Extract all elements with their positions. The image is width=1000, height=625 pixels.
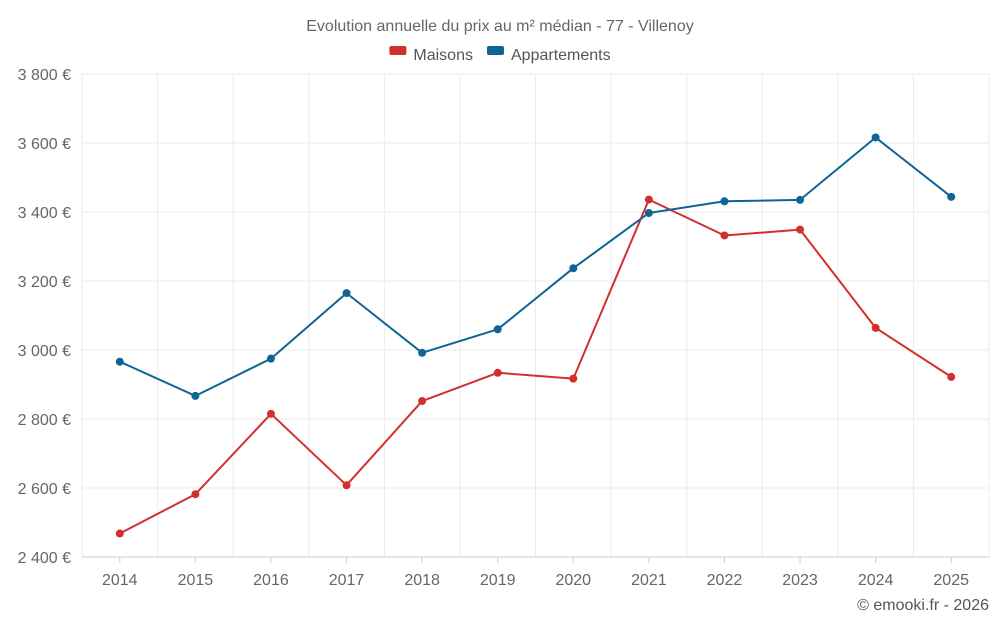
series-lines (118, 136, 953, 535)
data-point-maisons[interactable] (191, 490, 200, 499)
data-point-appartements[interactable] (266, 354, 275, 363)
x-tick-label: 2016 (253, 572, 289, 589)
y-tick-label: 3 000 € (18, 343, 71, 360)
y-tick-label: 3 600 € (18, 136, 71, 153)
y-tick-label: 3 800 € (18, 67, 71, 84)
x-tick-label: 2025 (933, 572, 969, 589)
legend-items: Maisons Appartements (389, 46, 611, 64)
credit-text: © emooki.fr - 2026 (857, 597, 989, 614)
data-point-appartements[interactable] (191, 391, 200, 400)
x-tick-label: 2015 (178, 572, 214, 589)
series-points (115, 133, 956, 538)
x-tick-label: 2021 (631, 572, 667, 589)
legend-swatch (487, 46, 504, 55)
data-point-appartements[interactable] (796, 195, 805, 204)
data-point-maisons[interactable] (115, 529, 124, 538)
legend-item-appartements[interactable]: Appartements (487, 46, 611, 64)
legend-item-maisons[interactable]: Maisons (389, 46, 473, 64)
y-tick-label: 3 200 € (18, 274, 71, 291)
data-point-maisons[interactable] (720, 231, 729, 240)
data-point-maisons[interactable] (342, 481, 351, 490)
x-tick-label: 2014 (102, 572, 138, 589)
data-point-appartements[interactable] (569, 264, 578, 273)
data-point-maisons[interactable] (871, 323, 880, 332)
x-tick-label: 2024 (858, 572, 894, 589)
data-point-maisons[interactable] (569, 374, 578, 383)
x-tick-label: 2018 (404, 572, 440, 589)
x-tick-label: 2019 (480, 572, 516, 589)
x-tick-label: 2020 (555, 572, 591, 589)
x-tick-label: 2023 (782, 572, 818, 589)
data-point-appartements[interactable] (115, 357, 124, 366)
legend-label: Appartements (511, 47, 611, 64)
data-point-appartements[interactable] (493, 325, 502, 334)
data-point-maisons[interactable] (266, 409, 275, 418)
x-tick-label: 2022 (707, 572, 743, 589)
y-axis: 2 400 € 2 600 € 2 800 € 3 000 € 3 200 € 3 400… (18, 67, 71, 567)
x-axis: 2014 2015 2016 2017 2018 2019 2020 2021 2022 2023… (82, 556, 989, 589)
data-point-appartements[interactable] (720, 197, 729, 206)
x-tick-label: 2017 (329, 572, 365, 589)
data-point-maisons[interactable] (493, 368, 502, 377)
y-tick-label: 3 400 € (18, 205, 71, 222)
data-point-maisons[interactable] (644, 195, 653, 204)
series-line-appartements (118, 136, 953, 397)
data-point-appartements[interactable] (871, 133, 880, 142)
data-point-appartements[interactable] (418, 348, 427, 357)
data-point-maisons[interactable] (796, 225, 805, 234)
series-line-maisons (118, 198, 953, 535)
chart-title: Evolution annuelle du prix au m² médian … (306, 18, 693, 35)
y-tick-label: 2 800 € (18, 412, 71, 429)
legend: Maisons Appartements (389, 46, 611, 64)
gridlines (81, 73, 990, 558)
data-point-appartements[interactable] (644, 209, 653, 218)
y-tick-label: 2 400 € (18, 550, 71, 567)
data-point-maisons[interactable] (947, 372, 956, 381)
data-point-appartements[interactable] (342, 289, 351, 298)
legend-label: Maisons (413, 47, 473, 64)
y-tick-label: 2 600 € (18, 481, 71, 498)
data-point-maisons[interactable] (418, 397, 427, 406)
data-point-appartements[interactable] (947, 192, 956, 201)
legend-swatch (389, 46, 407, 55)
